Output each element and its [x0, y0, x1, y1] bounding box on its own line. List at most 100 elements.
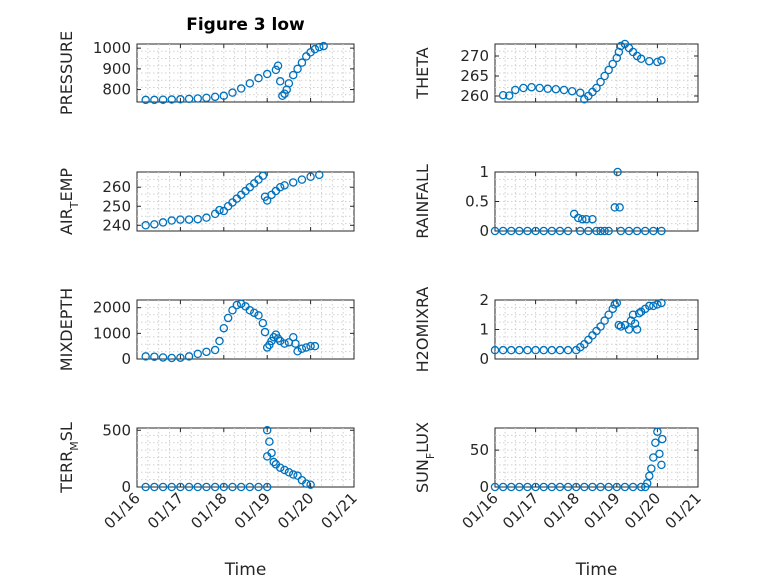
data-point: [158, 218, 168, 227]
data-point: [275, 77, 285, 86]
data-point: [571, 482, 581, 492]
y-tick-label: 800: [102, 81, 131, 99]
data-point: [288, 470, 298, 479]
y-tick-label: 270: [460, 47, 489, 65]
data-point: [254, 482, 263, 492]
data-point: [141, 221, 150, 230]
y-tick-label: 0: [479, 222, 489, 240]
data-point: [547, 345, 557, 355]
data-point: [275, 182, 285, 192]
data-point: [490, 226, 500, 236]
data-point: [265, 437, 274, 446]
data-point: [628, 310, 638, 319]
data-point: [608, 59, 617, 69]
data-point: [260, 327, 270, 337]
data-point: [262, 196, 272, 205]
data-point: [616, 41, 626, 51]
axes-5: 0 1000 2000 MIXDEPTH: [57, 288, 355, 371]
axes-1: 800 900 1000 PRESSURE Figure 3 low: [57, 15, 355, 115]
data-point: [273, 61, 283, 71]
data-point: [592, 83, 601, 93]
data-point: [280, 339, 289, 348]
data-point: [297, 58, 307, 67]
data-point: [490, 345, 500, 355]
data-point: [232, 300, 242, 310]
data-point: [649, 226, 658, 236]
data-point: [539, 482, 548, 492]
data-point: [547, 482, 557, 492]
data-point: [184, 215, 194, 224]
data-point: [604, 65, 613, 75]
data-point: [657, 56, 666, 65]
data-point: [535, 83, 544, 93]
data-point: [640, 226, 650, 236]
data-point: [523, 345, 532, 355]
y-tick-label: 50: [470, 441, 489, 459]
y-tick-label: 1: [479, 321, 489, 339]
x-tick-label: 01/18: [187, 489, 230, 532]
data-point: [202, 213, 211, 222]
data-point: [657, 460, 666, 470]
data-point: [150, 352, 159, 361]
data-point: [310, 44, 320, 54]
y-axis-label: RAINFALL: [413, 164, 432, 239]
data-point: [193, 482, 203, 492]
data-point: [262, 69, 272, 79]
data-point: [319, 41, 328, 51]
data-point: [302, 343, 311, 352]
data-point: [653, 300, 662, 309]
data-point: [616, 226, 626, 236]
data-point: [228, 88, 237, 97]
data-point: [506, 345, 516, 355]
data-point: [506, 226, 516, 236]
y-axis-label: PRESSURE: [57, 31, 76, 115]
data-point: [576, 88, 585, 98]
data-point: [600, 316, 609, 325]
data-point: [284, 79, 294, 88]
data-point: [563, 482, 573, 492]
data-point: [523, 482, 532, 492]
data-point: [262, 482, 272, 492]
x-tick-label: 01/20: [274, 489, 317, 532]
data-point: [555, 482, 565, 492]
data-point: [563, 345, 573, 355]
data-point: [288, 70, 298, 80]
y-tick-label: 500: [102, 421, 131, 439]
y-axis-label: AIRTEMP: [57, 168, 81, 235]
data-point: [269, 332, 278, 342]
y-axis-label: THETA: [413, 47, 432, 99]
y-tick-label: 240: [102, 216, 131, 234]
data-point: [547, 226, 557, 236]
y-tick-label: 2: [479, 291, 489, 309]
data-point: [310, 341, 320, 351]
data-point: [280, 89, 289, 98]
data-point: [490, 482, 500, 492]
data-point: [271, 65, 281, 75]
data-point: [176, 353, 185, 362]
data-point: [515, 482, 524, 492]
data-point: [176, 215, 185, 224]
data-point: [158, 95, 168, 104]
data-point: [215, 336, 224, 346]
data-point: [584, 226, 593, 236]
data-point: [511, 85, 520, 95]
data-point: [278, 91, 287, 101]
data-point: [223, 313, 233, 323]
y-tick-label: 250: [102, 197, 131, 215]
data-point: [150, 220, 159, 229]
data-point: [645, 471, 654, 481]
data-point: [193, 349, 203, 359]
data-point: [515, 226, 524, 236]
data-point: [649, 453, 658, 462]
data-point: [167, 482, 176, 492]
y-axis-label: H2OMIXRA: [413, 287, 432, 373]
data-point: [167, 216, 176, 225]
data-point: [519, 83, 528, 93]
y-tick-label: 265: [460, 67, 489, 85]
data-point: [578, 214, 587, 224]
data-point: [249, 308, 259, 318]
data-point: [573, 213, 583, 223]
data-point: [596, 77, 605, 87]
